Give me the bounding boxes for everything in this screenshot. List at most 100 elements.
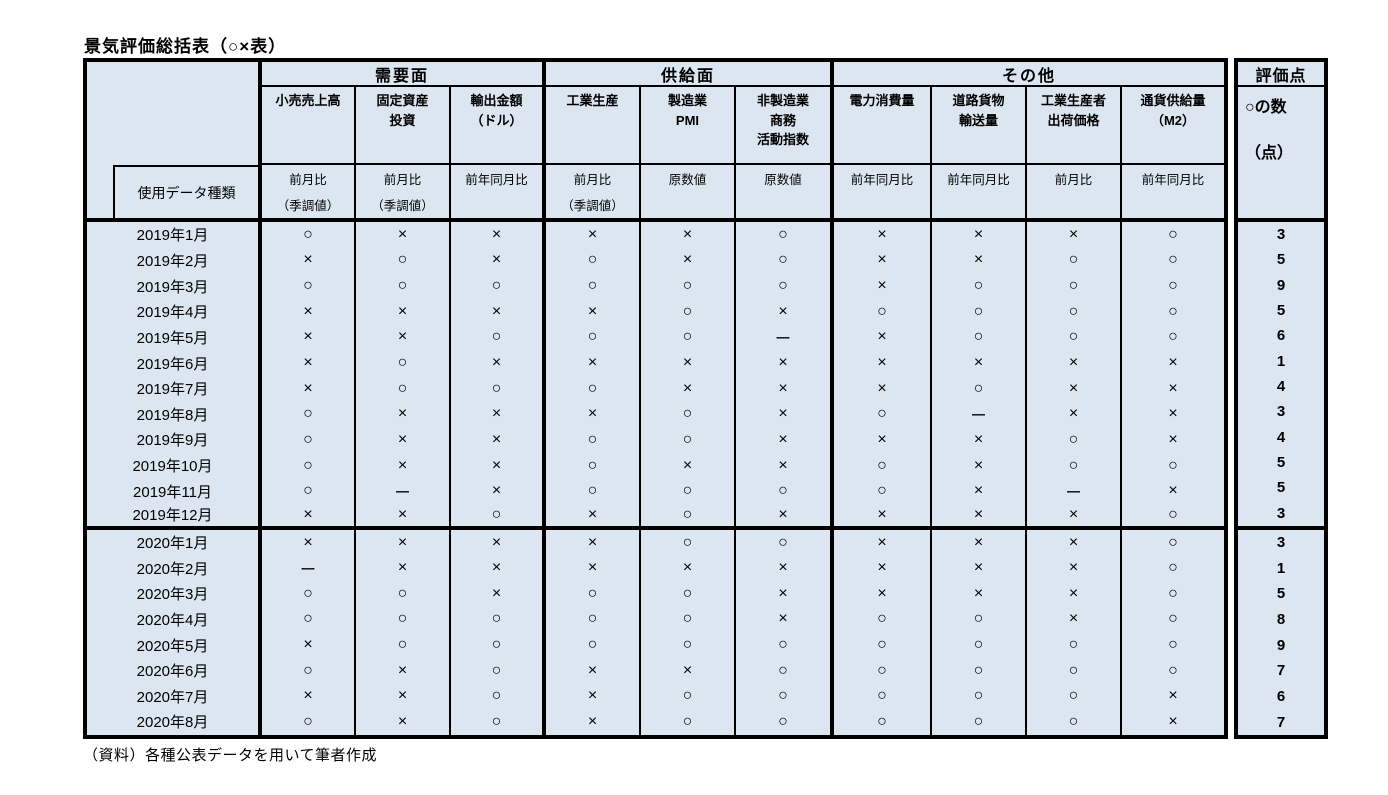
main-table: 使用データ種類 需要面 供給面 その他 小売売上高 固定資産 投資 輸出金額 （…	[83, 58, 1228, 739]
mark-cell: ○	[834, 401, 932, 428]
mark-cell: ×	[932, 427, 1027, 453]
mark-cell: ×	[451, 478, 546, 505]
corner-strip-cell	[87, 165, 115, 222]
mark-cell: ○	[834, 657, 932, 684]
row-month-label: 2020年3月	[87, 580, 262, 607]
mark-cell: ×	[834, 504, 932, 530]
mark-cell: ○	[1027, 298, 1122, 325]
mark-cell: ○	[834, 709, 932, 735]
column-header-non-manufacturing-index: 非製造業 商務 活動指数	[736, 87, 834, 165]
mark-cell: ×	[546, 555, 641, 581]
mark-cell: ○	[356, 375, 451, 402]
mark-cell: ○	[736, 247, 834, 274]
mark-cell: ×	[451, 427, 546, 453]
row-month-label: 2019年5月	[87, 324, 262, 351]
mark-cell: ○	[834, 632, 932, 658]
source-note: （資料）各種公表データを用いて筆者作成	[83, 747, 378, 764]
datatype-industrial-production: 前月比 （季調値）	[546, 165, 641, 222]
mark-cell: ×	[262, 683, 356, 710]
row-month-label: 2019年10月	[87, 452, 262, 479]
mark-cell: ○	[641, 504, 736, 530]
datatype-road-freight: 前年同月比	[932, 165, 1027, 222]
mark-cell: ×	[1027, 606, 1122, 633]
mark-cell: ○	[834, 298, 932, 325]
mark-cell: ×	[546, 709, 641, 735]
mark-cell: ×	[641, 222, 736, 248]
mark-cell: ×	[641, 350, 736, 376]
mark-cell: ×	[736, 427, 834, 453]
mark-cell: ×	[834, 529, 932, 556]
mark-cell: ×	[356, 222, 451, 248]
mark-cell: ○	[262, 427, 356, 453]
mark-cell: ×	[932, 555, 1027, 581]
row-month-label: 2019年12月	[87, 504, 262, 530]
mark-cell: ○	[546, 273, 641, 299]
mark-cell: ×	[1027, 555, 1122, 581]
column-header-fixed-asset-investment: 固定資産 投資	[356, 87, 451, 165]
column-header-road-freight: 道路貨物 輸送量	[932, 87, 1027, 165]
mark-cell: ×	[356, 709, 451, 735]
mark-cell: ×	[932, 504, 1027, 530]
mark-cell: ×	[834, 580, 932, 607]
mark-cell: ×	[262, 529, 356, 556]
score-value: 5	[1276, 585, 1286, 603]
mark-cell: ×	[834, 427, 932, 453]
mark-cell: ○	[546, 478, 641, 505]
mark-cell: ○	[451, 683, 546, 710]
mark-cell: ○	[834, 606, 932, 633]
mark-cell: ○	[451, 657, 546, 684]
row-month-label: 2019年3月	[87, 273, 262, 299]
score-value: 1	[1276, 559, 1286, 577]
datatype-manufacturing-pmi: 原数値	[641, 165, 736, 222]
mark-cell: ー	[736, 324, 834, 351]
row-month-label: 2019年1月	[87, 222, 262, 248]
score-value: 3	[1276, 504, 1286, 522]
mark-cell: ー	[932, 401, 1027, 428]
mark-cell: ×	[1122, 683, 1224, 710]
mark-cell: ×	[736, 504, 834, 530]
column-header-money-supply: 通貨供給量 （M2）	[1122, 87, 1224, 165]
mark-cell: ×	[736, 401, 834, 428]
column-header-export-value: 輸出金額 （ドル）	[451, 87, 546, 165]
mark-cell: ○	[641, 478, 736, 505]
mark-cell: ×	[834, 273, 932, 299]
mark-cell: ×	[1027, 375, 1122, 402]
mark-cell: ×	[451, 298, 546, 325]
mark-cell: ○	[641, 683, 736, 710]
mark-cell: ○	[932, 632, 1027, 658]
mark-cell: ○	[736, 657, 834, 684]
row-month-label: 2020年8月	[87, 709, 262, 735]
mark-cell: ○	[1027, 709, 1122, 735]
mark-cell: ×	[1027, 401, 1122, 428]
mark-cell: ○	[932, 324, 1027, 351]
row-month-label: 2020年7月	[87, 683, 262, 710]
mark-cell: ○	[1027, 427, 1122, 453]
mark-cell: ○	[1027, 632, 1122, 658]
mark-cell: ○	[546, 247, 641, 274]
column-header-producer-price: 工業生産者 出荷価格	[1027, 87, 1122, 165]
mark-cell: ×	[641, 452, 736, 479]
mark-cell: ○	[262, 657, 356, 684]
mark-cell: ×	[736, 298, 834, 325]
mark-cell: ○	[451, 504, 546, 530]
mark-cell: ○	[356, 632, 451, 658]
mark-cell: ○	[1122, 324, 1224, 351]
mark-cell: ×	[546, 657, 641, 684]
mark-cell: ×	[1122, 478, 1224, 505]
mark-cell: ×	[546, 350, 641, 376]
mark-cell: ×	[451, 555, 546, 581]
mark-cell: ー	[262, 555, 356, 581]
mark-cell: ×	[262, 632, 356, 658]
mark-cell: ×	[834, 555, 932, 581]
row-month-label: 2020年2月	[87, 555, 262, 581]
datatype-money-supply: 前年同月比	[1122, 165, 1224, 222]
mark-cell: ○	[1027, 247, 1122, 274]
mark-cell: ×	[736, 555, 834, 581]
mark-cell: ○	[1122, 222, 1224, 248]
mark-cell: ×	[736, 580, 834, 607]
group-header-demand: 需要面	[262, 62, 546, 87]
column-header-manufacturing-pmi: 製造業 PMI	[641, 87, 736, 165]
mark-cell: ×	[736, 350, 834, 376]
mark-cell: ○	[262, 452, 356, 479]
